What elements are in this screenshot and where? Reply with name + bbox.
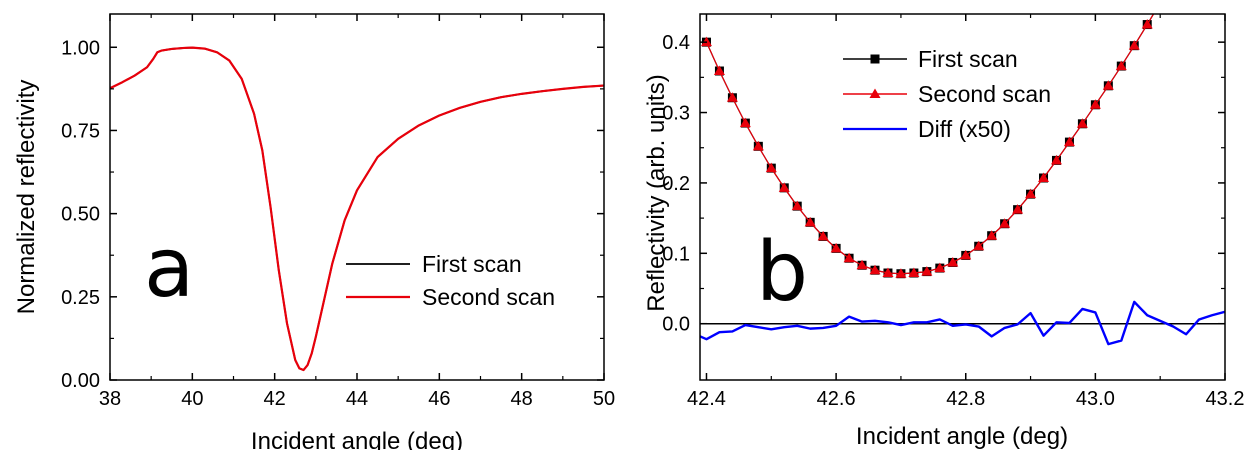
data-point-second-scan — [791, 200, 803, 211]
panel-a-x-axis-label: Incident angle (deg) — [251, 428, 463, 450]
x-tick-label: 42.4 — [687, 388, 726, 410]
data-point-second-scan — [882, 267, 894, 278]
data-point-second-scan — [999, 218, 1011, 228]
series-line-second-scan — [110, 46, 604, 372]
data-point-second-scan — [1025, 188, 1037, 199]
x-tick-label: 38 — [99, 388, 121, 410]
panel-a-chart: 38 40 42 44 46 48 50 0.00 0.25 0.50 0.75 1.00 a Fir… — [13, 13, 615, 450]
x-tick-label: 42.8 — [946, 388, 985, 410]
data-point-second-scan — [752, 140, 764, 151]
panel-b-chart: 42.4 42.6 42.8 43.0 43.2 0.0 0.1 0.2 0.3 0.4 b Fi… — [643, 0, 1244, 450]
x-tick-label: 43.0 — [1076, 388, 1115, 410]
data-point-first-scan — [1156, 0, 1165, 7]
data-point-second-scan — [778, 182, 790, 192]
data-point-second-scan — [986, 230, 998, 240]
y-tick-label: 0.75 — [61, 120, 100, 142]
y-tick-label: 0.50 — [61, 204, 100, 226]
data-point-second-scan — [973, 240, 985, 251]
data-point-second-scan — [817, 230, 829, 241]
y-tick-label: 0.2 — [662, 173, 690, 195]
panel-b-legend: First scan Second scan Diff (x50) — [843, 46, 1051, 142]
legend-second-scan-triangle-marker — [869, 88, 881, 98]
series-line-diff-x50 — [700, 300, 1225, 346]
x-tick-label: 43.2 — [1206, 388, 1245, 410]
panel-b-frame — [699, 13, 1226, 381]
y-tick-label: 0.0 — [662, 314, 690, 336]
data-point-second-scan — [895, 268, 907, 278]
panel-b-y-axis-label: Reflectivity (arb. units) — [643, 74, 670, 311]
data-point-second-scan — [804, 216, 816, 227]
data-point-second-scan — [1063, 136, 1075, 147]
data-point-second-scan — [1128, 40, 1140, 50]
panel-a-plot-area — [110, 46, 604, 372]
y-tick-label: 0.3 — [662, 103, 690, 125]
data-point-second-scan — [1012, 204, 1024, 214]
y-tick-label: 0.00 — [61, 370, 100, 392]
legend-first-scan-label: First scan — [422, 251, 522, 277]
data-point-second-scan — [1155, 0, 1166, 7]
series-line-first-scan — [110, 46, 604, 371]
legend-second-scan-label: Second scan — [422, 284, 555, 310]
panel-b-letter: b — [756, 225, 808, 320]
x-tick-label: 40 — [181, 388, 203, 410]
legend-diff-label: Diff (x50) — [918, 116, 1011, 142]
legend-first-scan-square-marker — [870, 54, 880, 64]
data-point-second-scan — [856, 259, 868, 270]
data-point-second-scan — [1050, 154, 1062, 165]
x-tick-label: 44 — [346, 388, 368, 410]
data-point-second-scan — [726, 92, 738, 102]
panel-a-ticks: 38 40 42 44 46 48 50 0.00 0.25 0.50 0.75 1.00 — [61, 14, 615, 410]
data-point-second-scan — [869, 264, 881, 275]
x-tick-label: 42 — [264, 388, 286, 410]
y-tick-label: 1.00 — [61, 37, 100, 59]
panel-a-legend: First scan Second scan — [346, 251, 555, 310]
x-tick-label: 42.6 — [817, 388, 856, 410]
y-tick-label: 0.1 — [662, 243, 690, 265]
panel-b-ticks: 42.4 42.6 42.8 43.0 43.2 0.0 0.1 0.2 0.3 0.4 — [662, 14, 1244, 410]
panel-a-frame — [109, 13, 605, 381]
data-point-second-scan — [1141, 19, 1153, 29]
panel-a-letter: a — [144, 221, 194, 316]
data-point-second-scan — [1102, 80, 1114, 90]
data-point-second-scan — [908, 267, 920, 278]
legend-second-scan-label: Second scan — [918, 81, 1051, 107]
legend-first-scan-label: First scan — [918, 46, 1018, 72]
panel-b-x-axis-label: Incident angle (deg) — [856, 423, 1068, 450]
x-tick-label: 50 — [593, 388, 615, 410]
data-point-second-scan — [739, 117, 751, 128]
data-point-second-scan — [1038, 172, 1050, 182]
data-point-second-scan — [934, 262, 946, 273]
y-tick-label: 0.25 — [61, 287, 100, 309]
x-tick-label: 48 — [511, 388, 533, 410]
data-point-second-scan — [830, 242, 842, 253]
data-point-second-scan — [713, 65, 725, 76]
data-point-second-scan — [843, 252, 855, 263]
y-tick-label: 0.4 — [662, 32, 690, 54]
x-tick-label: 46 — [428, 388, 450, 410]
data-point-second-scan — [947, 256, 959, 267]
data-point-second-scan — [1076, 118, 1088, 128]
data-point-second-scan — [765, 162, 777, 173]
panel-b-plot-area — [700, 0, 1225, 346]
panel-a-y-axis-label: Normalized reflectivity — [13, 80, 40, 315]
data-point-second-scan — [1089, 99, 1101, 109]
data-point-second-scan — [1115, 60, 1127, 71]
data-point-second-scan — [921, 266, 933, 276]
data-point-second-scan — [960, 249, 972, 260]
